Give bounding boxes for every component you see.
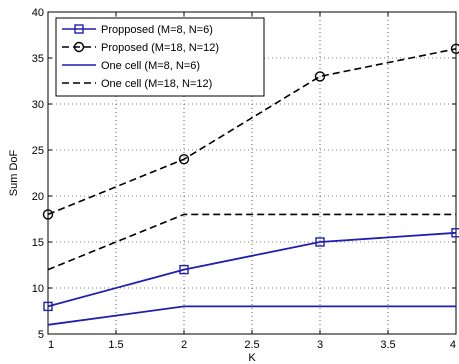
marker-circle (450, 43, 459, 54)
marker-square (74, 24, 84, 34)
y-tick-label: 40 (32, 7, 44, 19)
y-tick-label: 30 (32, 99, 44, 111)
y-axis-label: Sum DoF (8, 149, 20, 196)
x-tick-label: 1 (48, 339, 54, 351)
series-line (47, 48, 457, 216)
x-tick-label: 3.5 (380, 339, 395, 351)
marker-circle (178, 153, 190, 165)
series-line (47, 231, 457, 308)
marker-circle (42, 209, 54, 220)
x-axis-label: K (248, 352, 256, 364)
series-line (47, 213, 456, 271)
legend-label: Propposed (M=8, N=6) (101, 24, 213, 36)
legend-label: One cell (M=18, N=12) (101, 78, 212, 90)
y-tick-label: 20 (32, 191, 44, 203)
x-tick-label: 3 (317, 339, 323, 351)
y-tick-label: 5 (38, 329, 44, 341)
series-4 (47, 213, 456, 271)
marker-square (315, 237, 325, 247)
series-group (42, 43, 459, 326)
marker-circle (73, 41, 85, 53)
x-tick-label: 2 (181, 339, 187, 351)
y-tick-label: 35 (32, 53, 44, 65)
axis-ticks: 1 1.5 2 2.5 3 3.5 4 5 10 15 20 25 30 35 40 (32, 7, 457, 351)
series-2 (42, 43, 459, 220)
series-line (47, 305, 456, 326)
x-tick-label: 2.5 (244, 339, 259, 351)
y-tick-label: 15 (32, 237, 44, 249)
series-3 (47, 305, 456, 326)
legend: Propposed (M=8, N=6) Proposed (M=18, N=12… (55, 17, 265, 97)
marker-circle (314, 71, 326, 82)
y-tick-label: 10 (32, 283, 44, 295)
legend-label: One cell (M=8, N=6) (101, 60, 200, 72)
legend-label: Proposed (M=18, N=12) (101, 42, 219, 54)
x-tick-label: 4 (450, 339, 456, 351)
y-tick-label: 25 (32, 145, 44, 157)
marker-square (43, 301, 53, 312)
series-1 (43, 228, 459, 312)
marker-square (179, 264, 189, 275)
x-tick-label: 1.5 (108, 339, 123, 351)
marker-square (451, 228, 459, 238)
